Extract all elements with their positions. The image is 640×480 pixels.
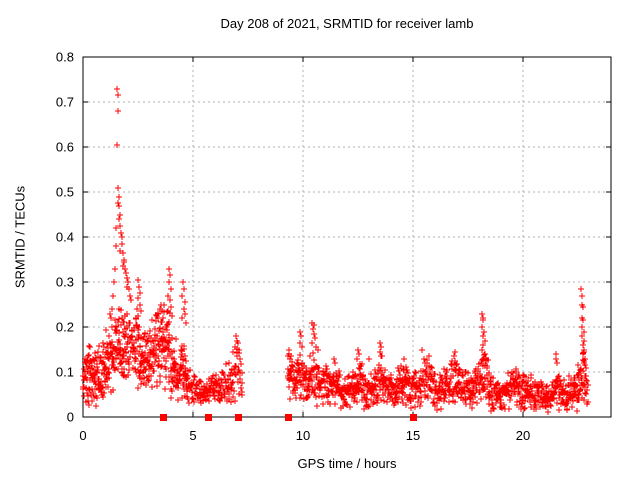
x-tick-label: 10 (296, 428, 310, 443)
y-tick-label: 0.3 (56, 275, 74, 290)
x-tick-label: 20 (516, 428, 530, 443)
y-tick-label: 0 (67, 410, 74, 425)
scatter-points (80, 86, 591, 415)
x-tick-label: 15 (406, 428, 420, 443)
axis-square-marker (410, 414, 417, 421)
axis-square-marker (160, 414, 167, 421)
axis-square-marker (285, 414, 292, 421)
y-tick-label: 0.7 (56, 95, 74, 110)
x-tick-label: 5 (189, 428, 196, 443)
axis-square-marker (205, 414, 212, 421)
chart-title: Day 208 of 2021, SRMTID for receiver lam… (220, 16, 474, 31)
y-axis-label: SRMTID / TECUs (12, 185, 28, 289)
y-tick-label: 0.1 (56, 365, 74, 380)
y-tick-label: 0.4 (56, 230, 74, 245)
y-tick-label: 0.6 (56, 140, 74, 155)
x-tick-label: 0 (79, 428, 86, 443)
y-tick-label: 0.8 (56, 50, 74, 65)
axis-square-marker (235, 414, 242, 421)
y-tick-label: 0.5 (56, 185, 74, 200)
y-tick-label: 0.2 (56, 320, 74, 335)
x-axis-label: GPS time / hours (297, 456, 397, 471)
